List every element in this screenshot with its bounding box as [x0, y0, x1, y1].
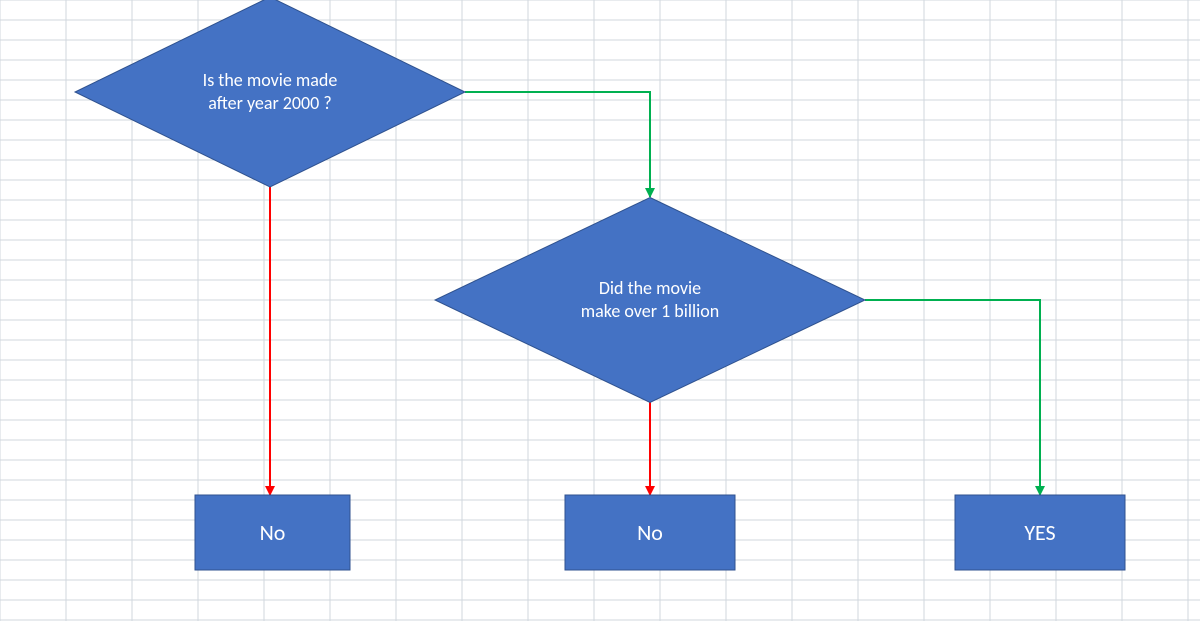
decision-d1 — [75, 0, 465, 187]
decision-d2 — [435, 198, 865, 403]
process-r1 — [195, 495, 350, 570]
flowchart-shapes — [0, 0, 1200, 621]
flowchart-canvas: Is the movie madeafter year 2000 ?Did th… — [0, 0, 1200, 621]
process-r2 — [565, 495, 735, 570]
process-r3 — [955, 495, 1125, 570]
